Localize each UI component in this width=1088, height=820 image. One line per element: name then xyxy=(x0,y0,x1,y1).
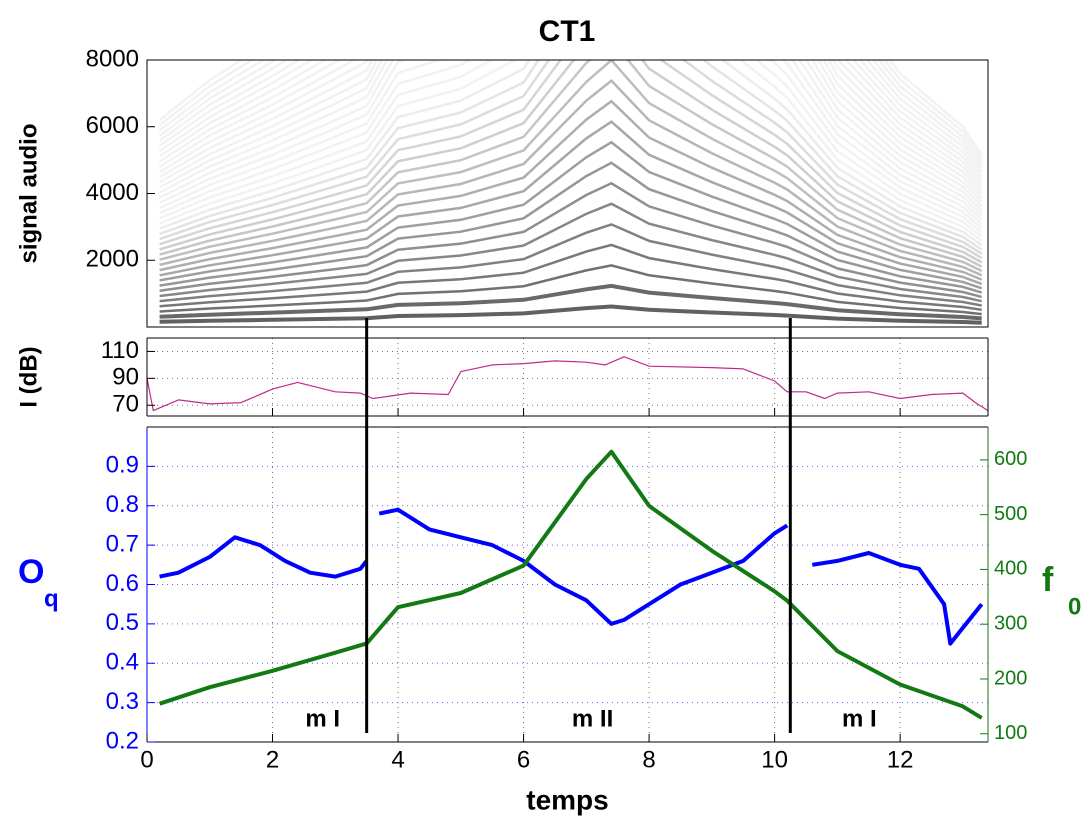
harmonic xyxy=(159,60,983,234)
harmonic xyxy=(158,60,983,195)
y-tick-label: 2000 xyxy=(86,246,139,273)
y2-tick-label: 400 xyxy=(994,558,1027,580)
x-axis-label: temps xyxy=(526,784,608,815)
y-tick-label: 0.3 xyxy=(106,688,139,715)
harmonic xyxy=(159,60,983,268)
harmonic xyxy=(159,79,983,277)
y-tick-label: 110 xyxy=(101,337,139,364)
harmonic xyxy=(159,264,982,316)
y-tick-label: 0.9 xyxy=(106,452,139,479)
y-axis-label: I (dB) xyxy=(15,346,42,407)
y-tick-label: 8000 xyxy=(86,45,139,72)
harmonic xyxy=(158,60,983,186)
harmonic xyxy=(159,60,983,255)
axis-label-sub: q xyxy=(44,585,59,612)
harmonic xyxy=(159,243,982,312)
x-tick-label: 12 xyxy=(887,746,914,773)
x-tick-label: 6 xyxy=(517,746,530,773)
harmonic xyxy=(159,60,983,212)
harmonic xyxy=(158,60,983,208)
annotation: m I xyxy=(842,705,877,732)
spectrogram-texture xyxy=(158,60,983,325)
harmonic xyxy=(159,60,983,247)
chart-title: CT1 xyxy=(539,15,596,48)
harmonic xyxy=(159,60,983,251)
harmonic xyxy=(159,223,982,307)
axis-label: f xyxy=(1042,561,1054,599)
x-tick-label: 8 xyxy=(642,746,655,773)
data-line xyxy=(158,449,983,720)
data-line xyxy=(146,356,989,412)
y2-tick-label: 300 xyxy=(994,612,1027,634)
data-line xyxy=(159,507,984,646)
harmonic xyxy=(159,60,983,216)
axis-label: O xyxy=(18,553,44,591)
harmonic xyxy=(159,60,983,238)
y-axis-label: signal audio xyxy=(15,123,42,263)
harmonic xyxy=(159,60,983,260)
y-tick-label: 0.2 xyxy=(106,727,139,754)
y2-tick-label: 600 xyxy=(994,448,1027,470)
harmonic xyxy=(158,60,983,191)
y-tick-label: 0.6 xyxy=(106,570,139,597)
y-tick-label: 90 xyxy=(112,364,139,391)
y-tick-label: 6000 xyxy=(86,112,139,139)
harmonic xyxy=(159,60,983,229)
y-tick-label: 0.7 xyxy=(106,530,139,557)
y2-tick-label: 100 xyxy=(994,722,1027,744)
y-tick-label: 0.4 xyxy=(106,649,139,676)
harmonic xyxy=(158,60,983,203)
harmonic xyxy=(159,161,983,294)
harmonic xyxy=(159,120,983,286)
y2-tick-label: 200 xyxy=(994,667,1027,689)
annotation: m II xyxy=(572,705,613,732)
harmonic xyxy=(159,283,982,321)
annotation: m I xyxy=(305,705,340,732)
harmonic xyxy=(159,60,983,242)
harmonic xyxy=(159,181,983,299)
y-tick-label: 70 xyxy=(112,391,139,418)
harmonic xyxy=(159,304,982,325)
harmonic xyxy=(159,140,983,290)
x-tick-label: 4 xyxy=(391,746,404,773)
x-tick-label: 0 xyxy=(140,746,153,773)
x-tick-label: 2 xyxy=(266,746,279,773)
axis-label-sub: 0 xyxy=(1068,593,1081,620)
y-tick-label: 0.8 xyxy=(106,491,139,518)
y-tick-label: 4000 xyxy=(86,179,139,206)
y-tick-label: 0.5 xyxy=(106,609,139,636)
harmonic xyxy=(159,60,983,221)
y2-tick-label: 500 xyxy=(994,503,1027,525)
harmonic xyxy=(159,60,983,273)
harmonic xyxy=(159,99,983,281)
harmonic xyxy=(159,60,983,225)
harmonic xyxy=(158,60,983,199)
harmonic xyxy=(159,202,982,303)
x-tick-label: 10 xyxy=(761,746,788,773)
harmonic xyxy=(159,60,983,264)
